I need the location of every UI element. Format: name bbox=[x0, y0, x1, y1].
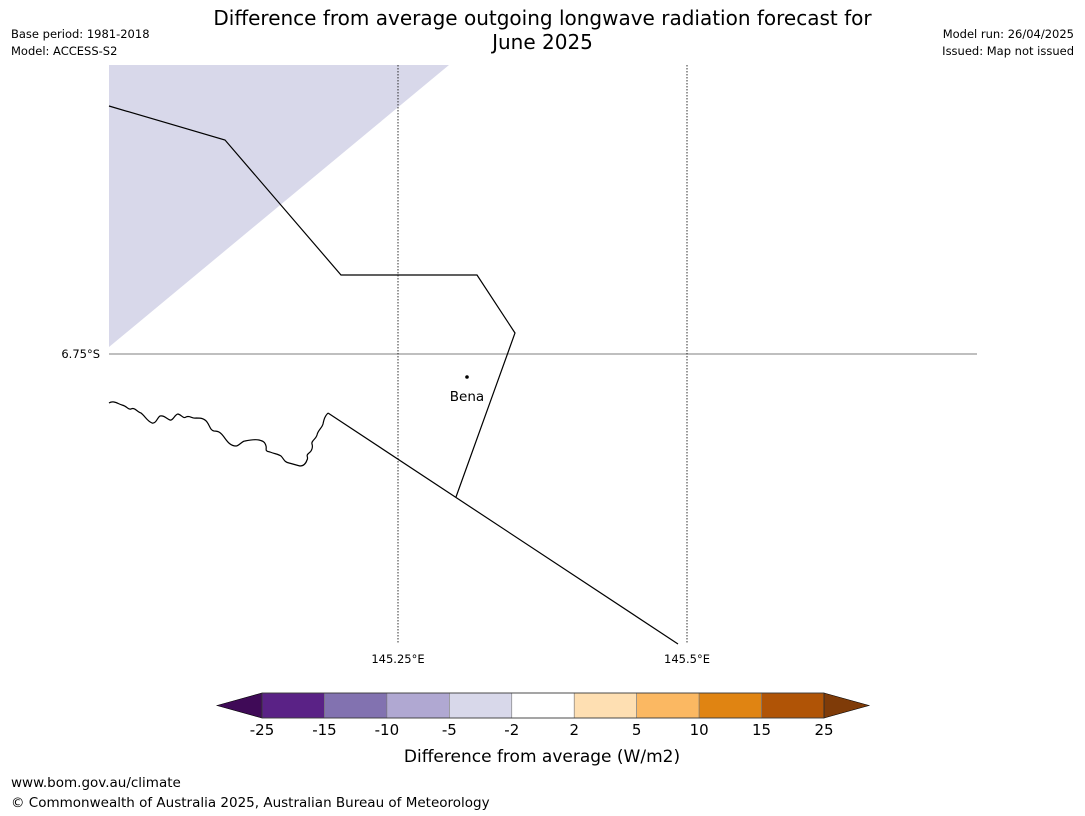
lon-label: 145.25°E bbox=[371, 652, 424, 666]
colorbar-segment bbox=[324, 692, 388, 719]
colorbar-tick-label: 5 bbox=[632, 721, 642, 739]
colorbar-tick-label: 10 bbox=[690, 721, 709, 739]
issued-status: Issued: Map not issued bbox=[942, 44, 1074, 58]
base-period: Base period: 1981-2018 bbox=[11, 27, 150, 41]
title-line-1: Difference from average outgoing longwav… bbox=[213, 6, 872, 30]
colorbar-tick-label: 15 bbox=[752, 721, 771, 739]
district-boundary bbox=[327, 412, 679, 645]
bena-location-dot bbox=[465, 375, 469, 379]
colorbar-segment bbox=[573, 692, 637, 719]
district-boundary bbox=[108, 105, 516, 498]
bena-place-label: Bena bbox=[450, 389, 484, 405]
map-title: Difference from average outgoing longwav… bbox=[0, 6, 1085, 54]
colorbar-segment bbox=[449, 692, 513, 719]
colorbar-segment bbox=[261, 692, 325, 719]
colorbar-tick-label: -15 bbox=[312, 721, 337, 739]
lat-label: 6.75°S bbox=[61, 347, 100, 361]
colorbar-segment bbox=[511, 692, 575, 719]
colorbar-tick-label: -10 bbox=[375, 721, 400, 739]
colorbar-extend-high bbox=[823, 692, 871, 719]
lon-label: 145.5°E bbox=[664, 652, 710, 666]
colorbar-tick-label: -5 bbox=[442, 721, 457, 739]
footer-copyright: © Commonwealth of Australia 2025, Austra… bbox=[11, 795, 490, 811]
colorbar-tick-label: 25 bbox=[814, 721, 833, 739]
colorbar-tick-label: -25 bbox=[250, 721, 275, 739]
model-name: Model: ACCESS-S2 bbox=[11, 44, 118, 58]
colorbar-label: Difference from average (W/m2) bbox=[404, 747, 680, 767]
meta-right: Model run: 26/04/2025 Issued: Map not is… bbox=[942, 26, 1074, 60]
colorbar-segment bbox=[698, 692, 762, 719]
anomaly-region-shading bbox=[109, 65, 449, 347]
coastline-boundary bbox=[108, 401, 329, 467]
colorbar-extend-low bbox=[215, 692, 263, 719]
forecast-map: Bena 6.75°S 145.25°E 145.5°E bbox=[61, 65, 977, 666]
model-run: Model run: 26/04/2025 bbox=[942, 27, 1074, 41]
colorbar-frame bbox=[261, 692, 825, 719]
colorbar-segment bbox=[386, 692, 450, 719]
meta-left: Base period: 1981-2018 Model: ACCESS-S2 bbox=[11, 26, 150, 60]
colorbar-tick-label: 2 bbox=[569, 721, 579, 739]
colorbar-segment bbox=[636, 692, 700, 719]
colorbar-tick-label: -2 bbox=[504, 721, 519, 739]
footer-url: www.bom.gov.au/climate bbox=[11, 775, 181, 791]
title-line-2: June 2025 bbox=[492, 30, 593, 54]
colorbar-segment bbox=[761, 692, 825, 719]
